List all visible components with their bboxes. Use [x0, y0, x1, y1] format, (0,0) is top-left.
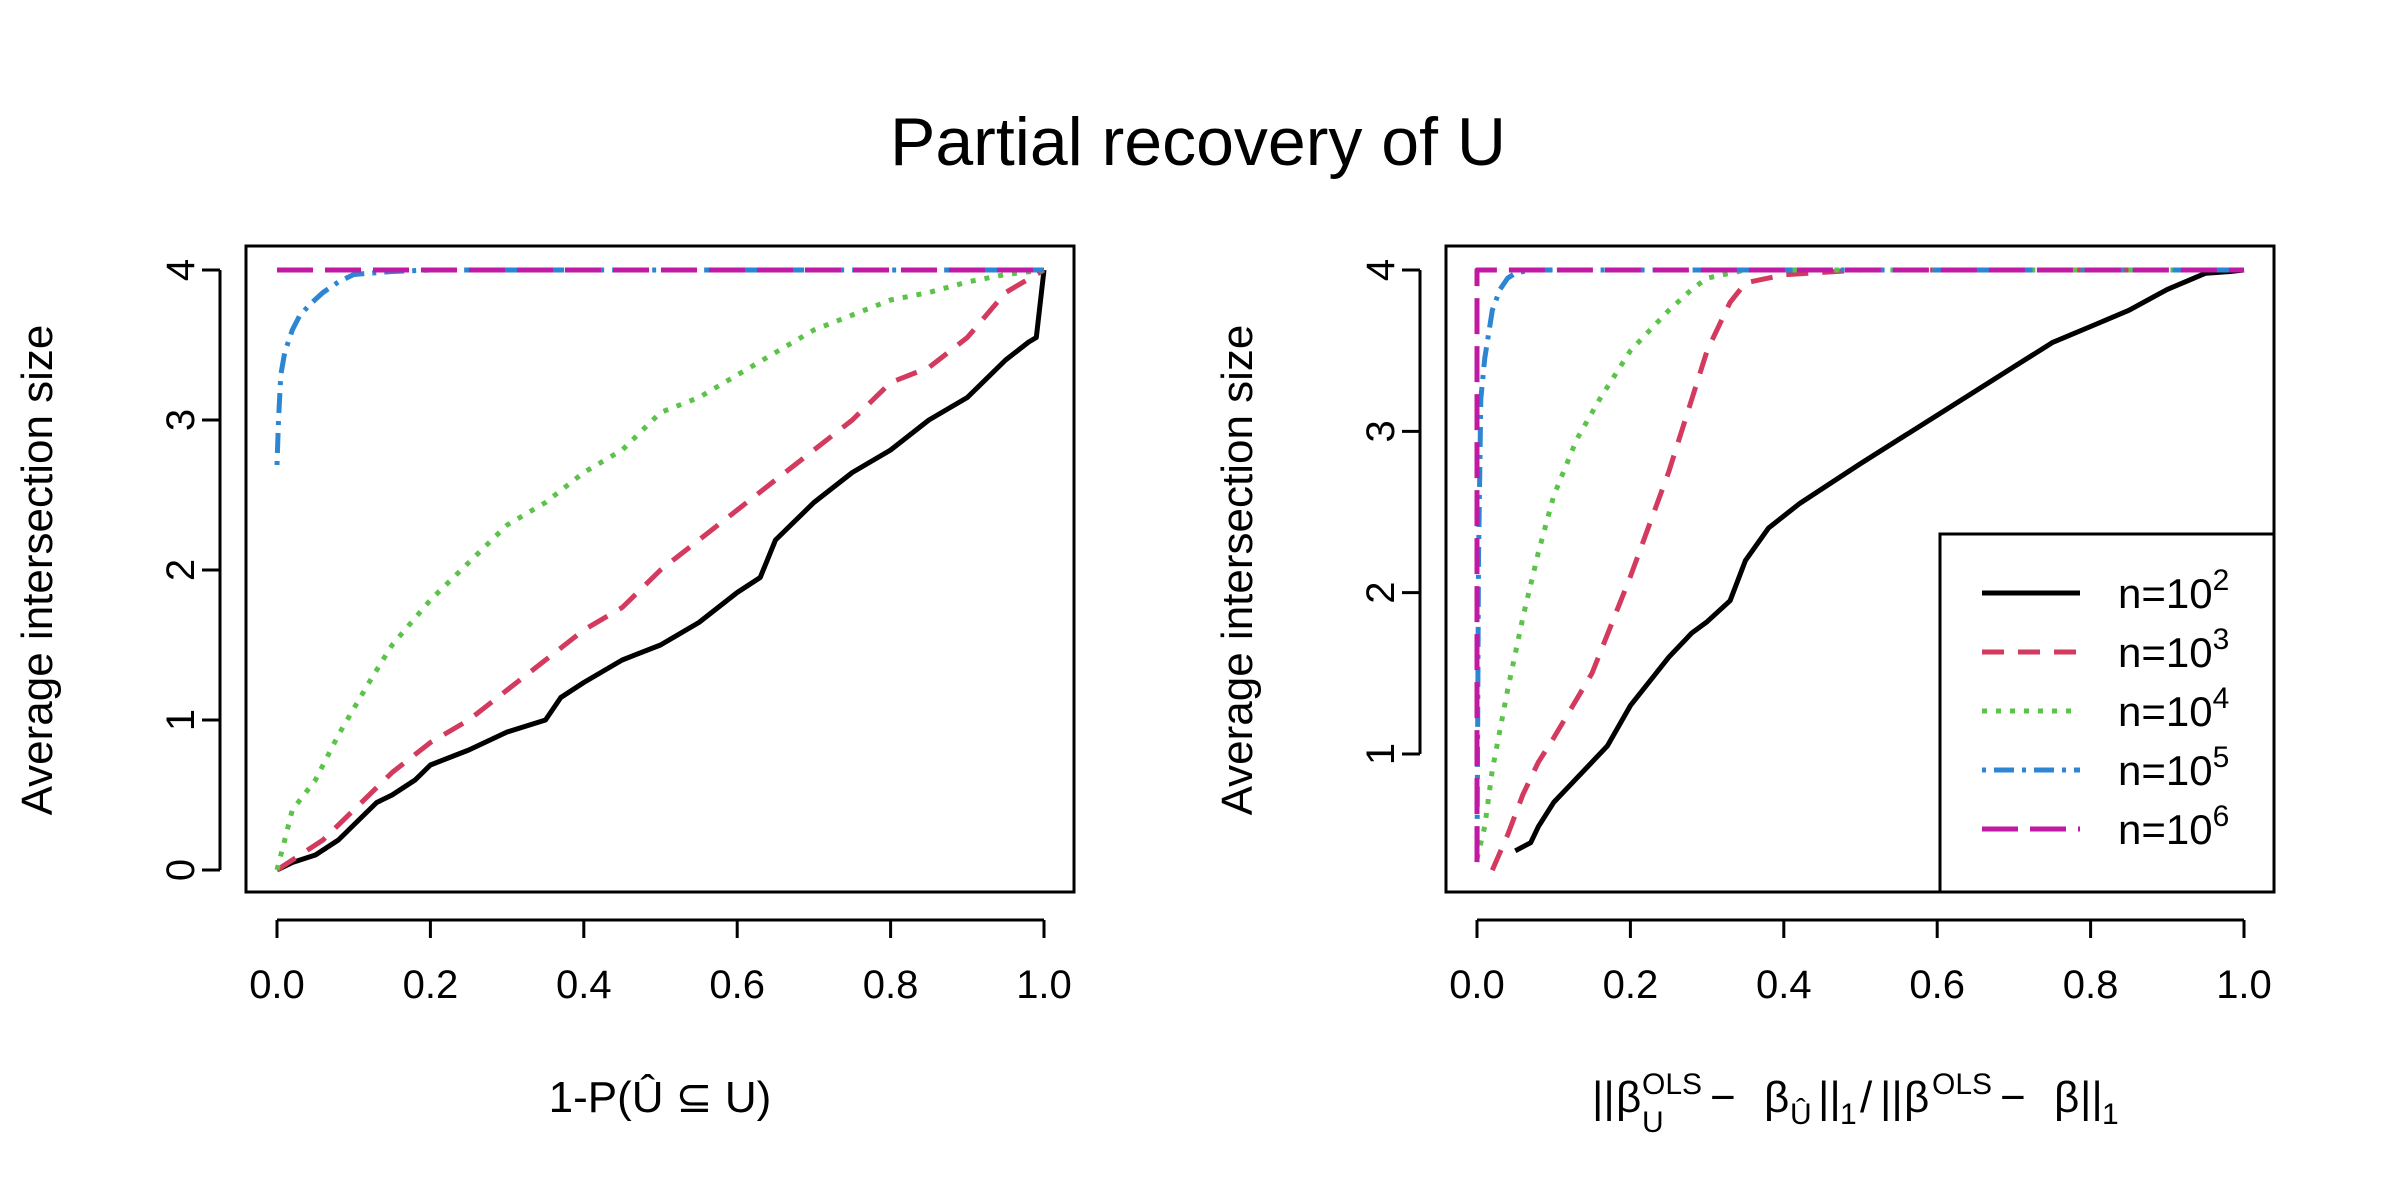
left-series-n1e5	[274, 267, 1044, 466]
legend-label-n1e6: n=106	[2118, 800, 2229, 853]
xlabel-u-sub-1: U	[1642, 1106, 1664, 1139]
left-x-tick-label: 1.0	[1016, 963, 1072, 1007]
left-y-tick-label: 0	[159, 859, 203, 881]
xlabel-beta-4: β	[2054, 1073, 2079, 1122]
left-y-tick-label: 1	[159, 709, 203, 731]
left-x-tick-label: 0.2	[403, 963, 459, 1007]
right-x-tick-label: 0.2	[1603, 963, 1659, 1007]
left-y-axis-label: Average intersection size	[13, 325, 62, 816]
xlabel-beta-1: β	[1616, 1073, 1641, 1122]
right-x-tick-label: 0.0	[1449, 963, 1505, 1007]
right-y-tick-label: 1	[1359, 743, 1403, 765]
legend-items: n=102 n=103 n=104 n=105 n=106	[1982, 564, 2229, 853]
right-y-tick-label: 4	[1359, 259, 1403, 281]
xlabel-one-sub-1: 1	[1840, 1098, 1857, 1131]
xlabel-norm-open: ||	[1592, 1073, 1615, 1122]
xlabel-norm-close-2: ||	[2080, 1073, 2103, 1122]
right-x-tick-label: 0.4	[1756, 963, 1812, 1007]
left-x-ticks: 0.0 0.2 0.4 0.6 0.8 1.0	[249, 920, 1072, 1007]
xlabel-slash: /	[1860, 1073, 1873, 1122]
legend-label-n1e3: n=103	[2118, 623, 2229, 676]
left-series-n1e3	[275, 267, 1046, 873]
left-x-tick-label: 0.0	[249, 963, 305, 1007]
xlabel-one-sub-2: 1	[2102, 1098, 2119, 1131]
left-x-tick-label: 0.4	[556, 963, 612, 1007]
right-x-tick-label: 1.0	[2216, 963, 2272, 1007]
xlabel-minus-1: −	[1710, 1073, 1736, 1122]
right-y-tick-label: 2	[1359, 582, 1403, 604]
xlabel-beta-3: β	[1904, 1073, 1929, 1122]
right-x-ticks: 0.0 0.2 0.4 0.6 0.8 1.0	[1449, 920, 2272, 1007]
left-y-ticks: 0 1 2 3 4	[159, 259, 220, 881]
xlabel-beta-2: β	[1764, 1073, 1789, 1122]
right-y-tick-label: 3	[1359, 420, 1403, 442]
left-series-n1e4	[274, 267, 1045, 871]
left-series-lines	[274, 267, 1047, 873]
legend-box	[1938, 532, 2276, 894]
right-x-axis-label: || β OLS U − β Û || 1 / || β OLS − β || …	[1592, 1068, 2119, 1139]
xlabel-uhat-sub: Û	[1790, 1097, 1812, 1131]
legend-label-n1e2: n=102	[2118, 564, 2229, 617]
right-series-n1e6	[1474, 267, 2244, 863]
right-series-n1e4	[1474, 267, 2244, 860]
xlabel-ols-sup-1: OLS	[1642, 1068, 1702, 1101]
left-x-tick-label: 0.8	[863, 963, 919, 1007]
right-x-tick-label: 0.6	[1909, 963, 1965, 1007]
xlabel-ols-sup-2: OLS	[1932, 1068, 1992, 1101]
right-y-axis-label: Average intersection size	[1213, 325, 1262, 816]
xlabel-norm-open-2: ||	[1880, 1073, 1903, 1122]
right-series-n1e3	[1490, 267, 2244, 872]
left-x-axis-label: 1-P(Û ⊆ U)	[549, 1072, 772, 1122]
right-panel: 0.0 0.2 0.4 0.6 0.8 1.0 1 2 3 4 Average intersec…	[1213, 244, 2276, 1139]
left-x-tick-label: 0.6	[709, 963, 765, 1007]
legend-label-n1e5: n=105	[2118, 741, 2229, 794]
xlabel-minus-2: −	[2000, 1073, 2026, 1122]
left-series-n1e2	[275, 269, 1047, 873]
left-y-tick-label: 3	[159, 409, 203, 431]
xlabel-norm-close-1: ||	[1818, 1073, 1841, 1122]
right-series-n1e2	[1514, 267, 2245, 854]
left-panel: 0.0 0.2 0.4 0.6 0.8 1.0 0 1 2 3 4 Average interse…	[13, 244, 1076, 1122]
left-y-tick-label: 4	[159, 259, 203, 281]
legend: n=102 n=103 n=104 n=105 n=106	[1938, 532, 2276, 894]
right-x-tick-label: 0.8	[2063, 963, 2119, 1007]
right-y-ticks: 1 2 3 4	[1359, 259, 1420, 765]
right-series-lines	[1474, 267, 2245, 872]
left-plot-frame	[244, 244, 1076, 894]
chart-title: Partial recovery of U	[890, 104, 1506, 180]
left-y-tick-label: 2	[159, 559, 203, 581]
legend-label-n1e4: n=104	[2118, 682, 2229, 735]
